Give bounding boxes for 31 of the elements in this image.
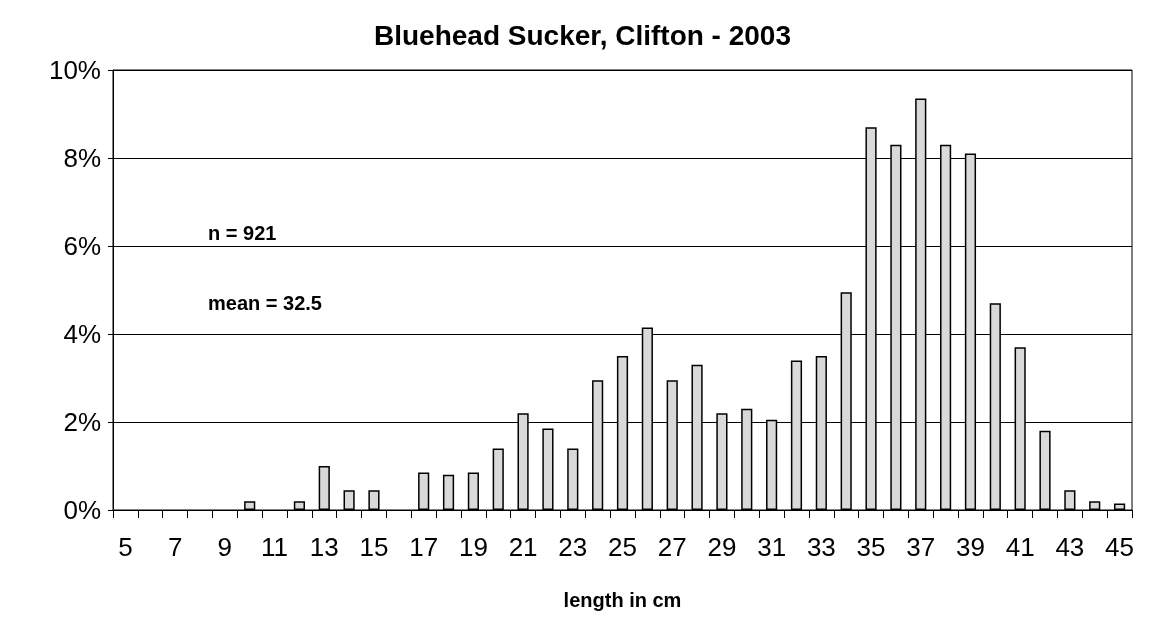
x-tick-label: 13 [309,532,339,562]
y-tick-label: 6% [63,231,101,261]
y-tick-label: 0% [63,495,101,525]
x-axis-title: length in cm [563,589,682,611]
annotation: mean = 32.5 [208,292,322,314]
x-tick-label: 39 [955,532,985,562]
x-tick-label: 45 [1105,532,1135,562]
x-tick-label: 7 [167,532,183,562]
annotation: n = 921 [208,222,277,244]
chart-title: Bluehead Sucker, Clifton - 2003 [373,19,792,51]
y-tick-label: 8% [63,143,101,173]
x-tick-label: 11 [261,532,289,562]
x-tick-label: 9 [217,532,233,562]
x-tick-label: 15 [359,532,389,562]
x-tick-label: 29 [707,532,737,562]
x-tick-label: 35 [856,532,886,562]
x-tick-label: 31 [757,532,787,562]
x-tick-label: 19 [458,532,488,562]
x-tick-label: 17 [409,532,439,562]
x-tick-label: 43 [1055,532,1085,562]
x-tick-label: 5 [118,532,133,562]
y-tick-label: 10% [48,55,101,85]
x-tick-label: 37 [906,532,936,562]
x-tick-label: 27 [657,532,687,562]
y-tick-label: 4% [63,319,101,349]
x-tick-label: 25 [608,532,637,562]
x-tick-label: 33 [806,532,836,562]
x-tick-label: 23 [558,532,588,562]
x-tick-label: 21 [508,532,538,562]
y-tick-label: 2% [63,407,101,437]
x-tick-label: 41 [1005,532,1035,562]
